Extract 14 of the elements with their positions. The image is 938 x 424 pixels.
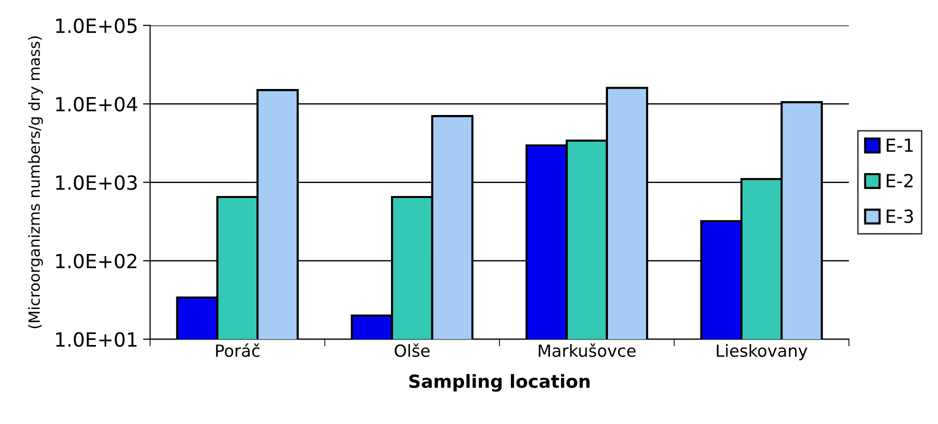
y-tick-label: 1.0E+04 — [56, 96, 138, 112]
x-axis-title: Sampling location — [409, 374, 590, 392]
x-tick-label: Markušovce — [538, 343, 636, 357]
x-tick-label: Lieskovany — [716, 344, 808, 360]
x-tick-label: Poráč — [216, 343, 260, 357]
y-tick-label: 1.0E+03 — [56, 175, 137, 190]
y-axis-title: (Microorganizms numbers/g dry mass) — [28, 36, 43, 328]
legend-label: E-3 — [886, 209, 913, 224]
y-tick-label: 1.0E+05 — [56, 18, 137, 34]
legend-label: E-1 — [886, 138, 913, 152]
legend-label: E-2 — [886, 174, 913, 188]
x-tick-label: Olše — [394, 343, 430, 357]
y-tick-label: 1.0E+02 — [56, 254, 136, 268]
y-tick-label: 1.0E+01 — [56, 332, 136, 347]
